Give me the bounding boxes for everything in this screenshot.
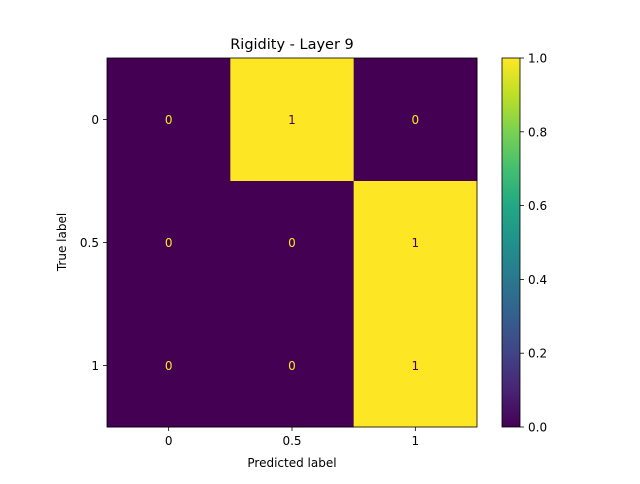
y-tick-label: 0.5 — [80, 236, 99, 250]
cell-value-label: 0 — [288, 236, 296, 250]
colorbar-ticks: 0.0 0.2 0.4 0.6 0.8 1.0 — [520, 52, 547, 435]
heatmap-cell-labels: 0 1 0 0 0 1 0 0 1 — [165, 113, 419, 373]
heatmap-cell — [107, 58, 231, 182]
colorbar-tick-label: 1.0 — [528, 52, 547, 66]
cell-value-label: 0 — [165, 113, 173, 127]
y-axis-ticks: 00.51 — [80, 113, 107, 373]
x-tick-label: 1 — [412, 434, 420, 448]
y-tick-label: 1 — [91, 359, 99, 373]
colorbar — [501, 57, 521, 428]
heatmap-cell — [230, 304, 355, 428]
colorbar-tick-label: 0.4 — [528, 273, 547, 287]
heatmap-cell — [107, 181, 231, 305]
cell-value-label: 0 — [165, 236, 173, 250]
x-tick-label: 0 — [165, 434, 173, 448]
cell-value-label: 0 — [165, 359, 173, 373]
y-axis-label: True label — [55, 213, 69, 272]
x-axis-label: Predicted label — [247, 456, 336, 470]
cell-value-label: 1 — [288, 113, 296, 127]
heatmap-cell — [230, 181, 355, 305]
heatmap-cell — [230, 58, 355, 182]
cell-value-label: 1 — [412, 236, 420, 250]
heatmap-cell — [353, 58, 478, 182]
cell-value-label: 0 — [412, 113, 420, 127]
x-axis-ticks: 0 0.5 1 — [165, 427, 419, 448]
colorbar-tick-label: 0.2 — [528, 347, 547, 361]
heatmap-cell — [353, 181, 478, 305]
y-tick-label: 0 — [91, 113, 99, 127]
cell-value-label: 0 — [288, 359, 296, 373]
x-tick-label: 0.5 — [282, 434, 301, 448]
heatmap-cells — [107, 58, 478, 428]
cell-value-label: 1 — [412, 359, 420, 373]
chart-title: Rigidity - Layer 9 — [230, 37, 354, 53]
colorbar-tick-label: 0.6 — [528, 199, 547, 213]
colorbar-tick-label: 0.8 — [528, 125, 547, 139]
heatmap-cell — [107, 304, 231, 428]
heatmap-cell — [353, 304, 478, 428]
colorbar-tick-label: 0.0 — [528, 421, 547, 435]
